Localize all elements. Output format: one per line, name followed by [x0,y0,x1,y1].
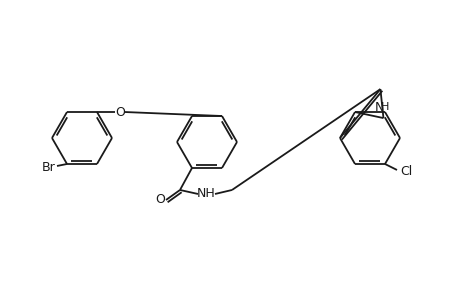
Text: Cl: Cl [399,166,411,178]
Text: O: O [115,106,125,118]
Text: Br: Br [42,161,56,175]
Text: N: N [374,100,383,114]
Text: NH: NH [196,188,215,200]
Text: H: H [381,102,389,112]
Text: O: O [155,194,165,206]
